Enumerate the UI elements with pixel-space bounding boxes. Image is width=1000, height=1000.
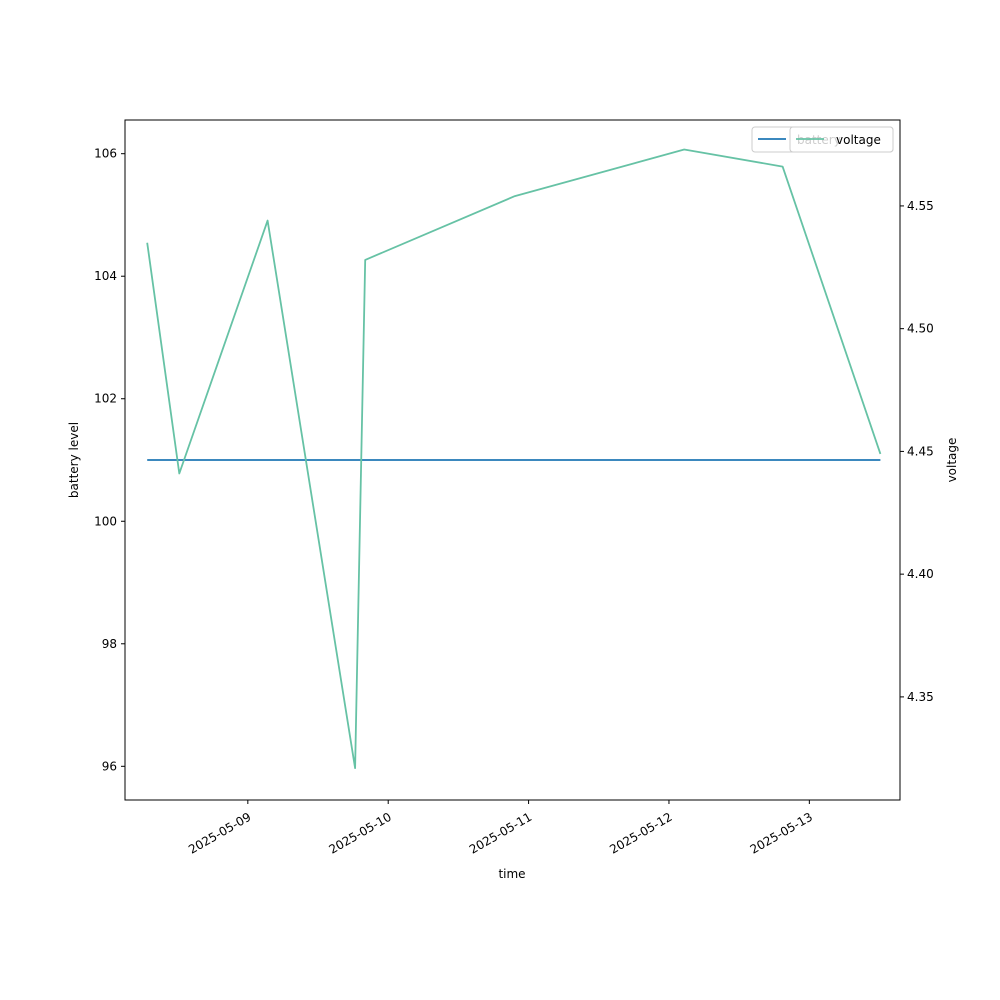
- y-left-tick-label: 104: [94, 269, 117, 283]
- y-right-tick-label: 4.40: [907, 567, 934, 581]
- legend-layer: batteryvoltage: [751, 126, 894, 153]
- y-left-tick-label: 106: [94, 147, 117, 161]
- x-axis-label: time: [498, 867, 525, 881]
- legend-box-voltage: [789, 126, 894, 153]
- y-right-tick-label: 4.35: [907, 690, 934, 704]
- legend-label-voltage: voltage: [836, 133, 881, 147]
- plot-frame: [124, 119, 901, 801]
- x-ticks: 2025-05-09 2025-05-10 2025-05-11 2025-05-12…: [186, 800, 815, 857]
- y-right-tick-label: 4.55: [907, 199, 934, 213]
- y-left-ticks: 96 98 100 102 104 106: [94, 147, 125, 773]
- series-line-voltage: [146, 148, 882, 769]
- y-left-tick-label: 98: [102, 637, 117, 651]
- x-tick-label: 2025-05-10: [327, 810, 394, 857]
- y-left-tick-label: 102: [94, 392, 117, 406]
- y-right-tick-label: 4.45: [907, 444, 934, 458]
- x-tick-label: 2025-05-13: [748, 810, 815, 857]
- y-axis-right-label: voltage: [945, 438, 959, 483]
- y-left-tick-label: 100: [94, 514, 117, 528]
- x-tick-label: 2025-05-09: [186, 810, 253, 857]
- y-right-tick-label: 4.50: [907, 322, 934, 336]
- y-right-ticks: 4.35 4.40 4.45 4.50 4.55: [900, 199, 934, 704]
- x-tick-label: 2025-05-12: [607, 810, 674, 857]
- series-layer: [146, 148, 882, 769]
- y-axis-left-label: battery level: [67, 422, 81, 498]
- x-tick-label: 2025-05-11: [467, 810, 534, 857]
- y-left-tick-label: 96: [102, 759, 117, 773]
